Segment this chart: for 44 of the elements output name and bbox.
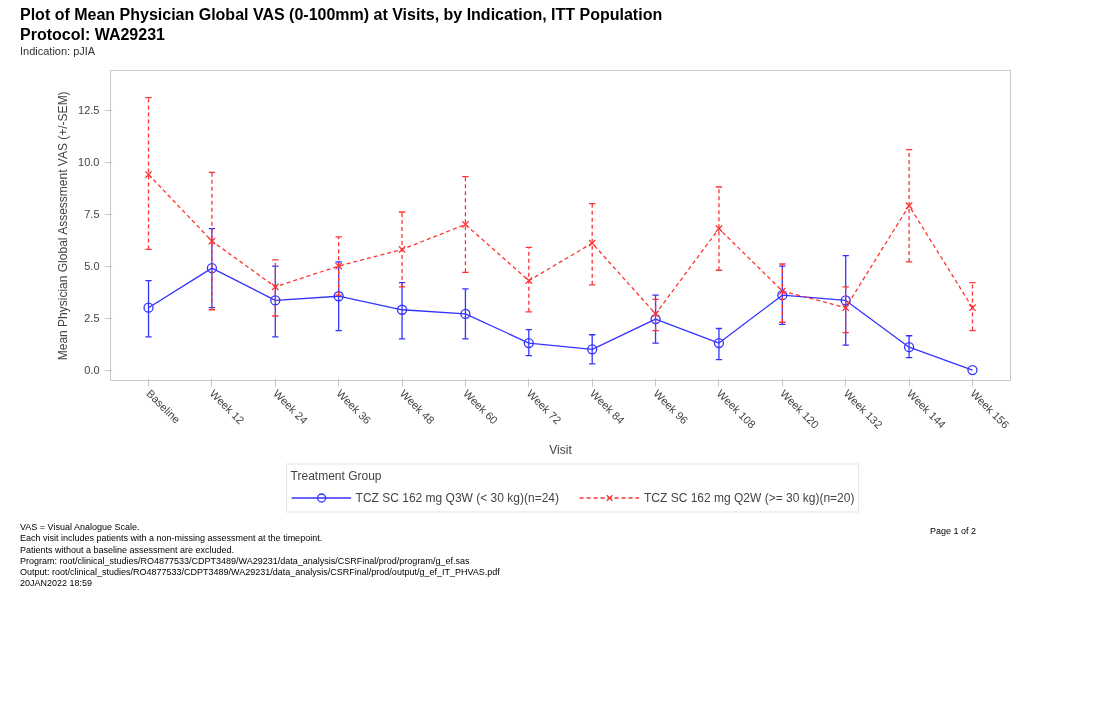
text: Output: root/clinical_studies/RO4877533/CDPT3489/WA29231/data_analysis/CSRFinal/prod/output/g_ef_IT_PHVAS.pdf <box>20 567 500 579</box>
point <box>524 276 533 285</box>
point <box>206 263 218 274</box>
point <box>903 342 915 353</box>
text: VAS = Visual Analogue Scale. <box>20 522 141 534</box>
point <box>460 308 471 320</box>
y-tick-label: 7.5 <box>84 208 100 221</box>
y-tick-label: 12.5 <box>78 104 100 117</box>
y-tick-label: 0.0 <box>84 364 100 377</box>
point <box>778 287 787 296</box>
point <box>143 302 154 313</box>
text: Page 1 of 2 <box>930 526 977 538</box>
point <box>461 220 470 229</box>
text: Each visit includes patients with a non-missing assessment at the timepoint. <box>20 533 324 545</box>
x-axis-title: Visit <box>549 443 573 458</box>
point <box>715 224 723 233</box>
point <box>271 283 280 291</box>
point <box>333 291 344 302</box>
chart-subtitle: Protocol: WA29231 <box>20 25 166 45</box>
point <box>905 202 913 210</box>
legend-label: TCZ SC 162 mg Q2W (>= 30 kg)(n=20) <box>643 490 855 505</box>
point <box>713 338 725 349</box>
point <box>968 303 977 312</box>
y-tick-label: 5.0 <box>84 260 100 273</box>
chart-title: Plot of Mean Physician Global VAS (0-100mm) at Visits, by Indication, ITT Population <box>20 5 663 25</box>
point <box>396 304 408 316</box>
point <box>777 290 788 301</box>
point <box>967 365 978 376</box>
legend-title: Treatment Group <box>290 468 383 483</box>
point <box>651 310 660 318</box>
point <box>523 338 534 349</box>
text: Patients without a baseline assessment are excluded. <box>20 544 236 556</box>
text: Indication: pJIA <box>20 45 97 59</box>
text: 20JAN2022 18:59 <box>20 578 94 590</box>
y-tick-label: 10.0 <box>78 156 100 169</box>
point <box>840 295 851 306</box>
legend-label: TCZ SC 162 mg Q3W (< 30 kg)(n=24) <box>355 490 559 505</box>
point <box>398 245 406 254</box>
point <box>650 314 661 325</box>
point <box>587 344 598 355</box>
y-axis-title: Mean Physician Global Assessment VAS (+/-SEM) <box>56 91 71 361</box>
text: Program: root/clinical_studies/RO4877533/CDPT3489/WA29231/data_analysis/CSRFinal/prod/program/g_ef.sas <box>20 555 471 568</box>
y-tick-label: 2.5 <box>84 312 100 325</box>
point <box>270 295 281 306</box>
